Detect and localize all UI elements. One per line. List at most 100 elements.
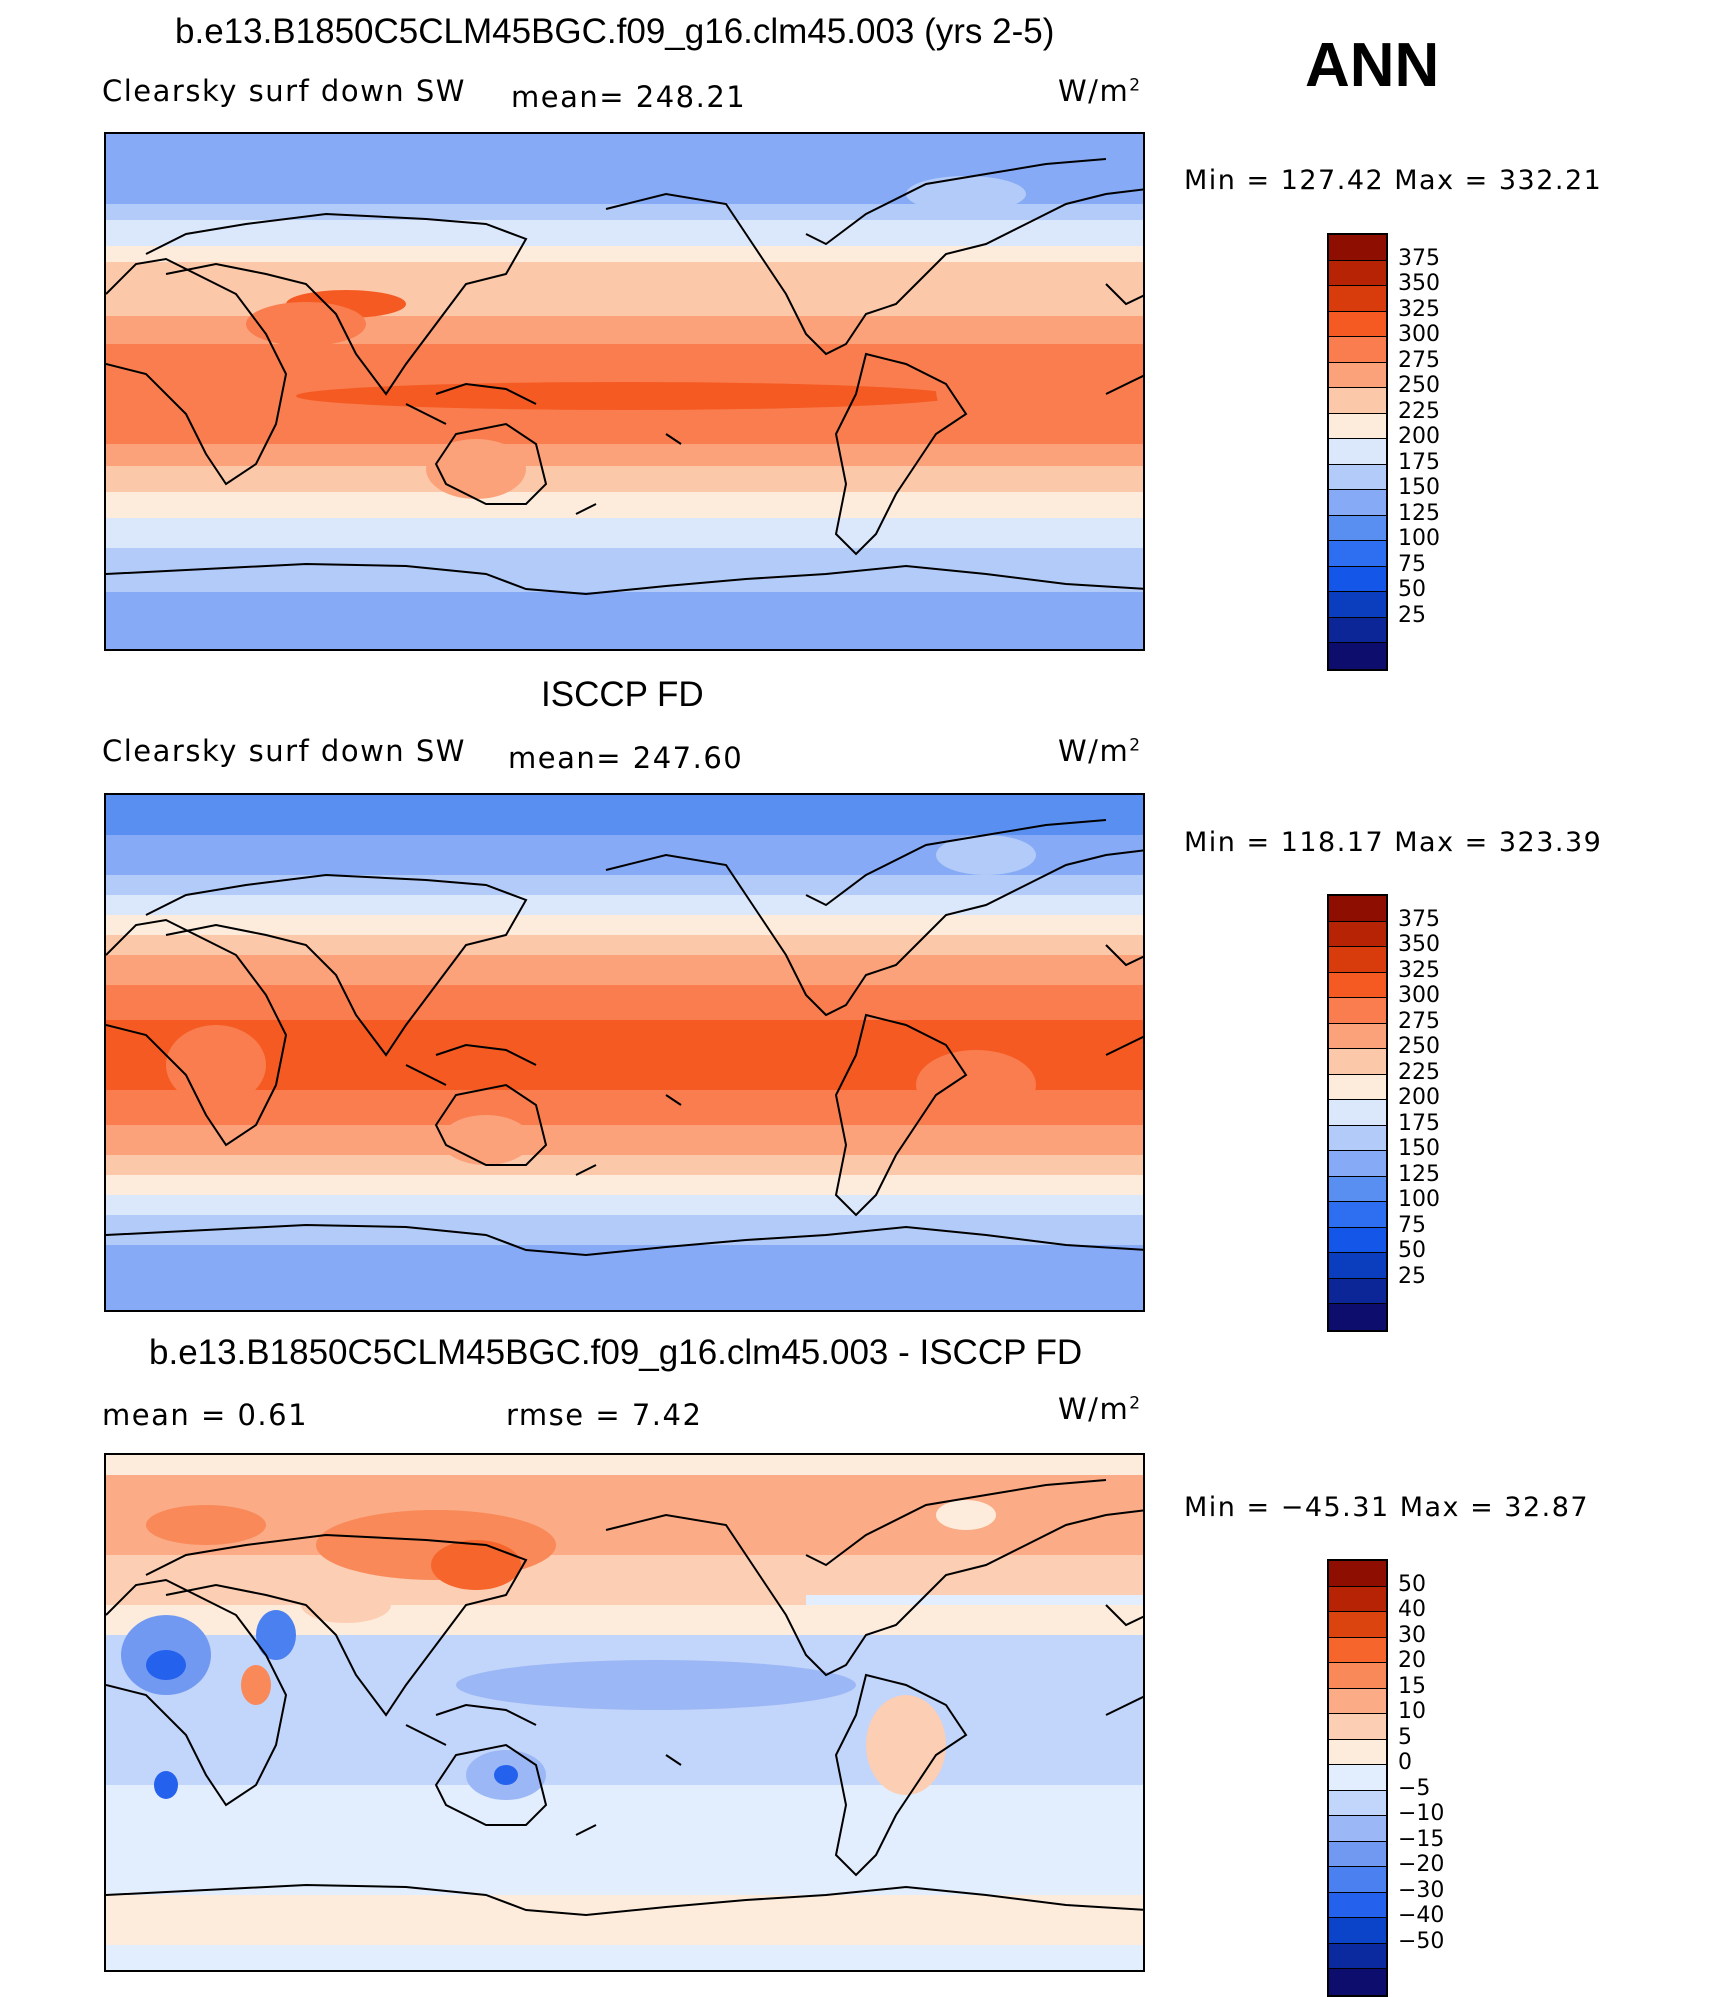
mid-map [104, 793, 1145, 1312]
bot-colorbar-tick-label: 10 [1398, 1699, 1426, 1724]
season-label: ANN [1305, 31, 1440, 100]
bot-colorbar-swatch [1329, 1969, 1386, 1995]
bot-colorbar-tick-label: −50 [1398, 1928, 1445, 1954]
top-colorbar-tick-label: 325 [1398, 296, 1440, 322]
mid-colorbar-swatch [1329, 947, 1386, 973]
mid-mean-label: mean= 247.60 [508, 741, 744, 775]
mid-colorbar [1327, 894, 1388, 1332]
mid-colorbar-tick-label: 150 [1398, 1136, 1440, 1161]
top-minmax: Min = 127.42 Max = 332.21 [1184, 165, 1603, 196]
mid-colorbar-swatch [1329, 896, 1386, 922]
mid-colorbar-swatch [1329, 972, 1386, 998]
bot-colorbar-swatch [1329, 1892, 1386, 1918]
mid-colorbar-swatch [1329, 1151, 1386, 1177]
bot-colorbar-swatch [1329, 1790, 1386, 1816]
bot-colorbar-swatch [1329, 1612, 1386, 1638]
top-colorbar-swatch [1329, 490, 1386, 516]
mid-panel-title: ISCCP FD [541, 675, 704, 714]
mid-colorbar-swatch [1329, 1202, 1386, 1228]
top-colorbar-tick-label: 175 [1398, 449, 1440, 475]
mid-map-field [106, 795, 1143, 1310]
bot-colorbar-swatch [1329, 1943, 1386, 1969]
top-colorbar-tick-label: 225 [1398, 398, 1440, 424]
top-colorbar-tick-label: 200 [1398, 424, 1440, 449]
bot-colorbar-swatch [1329, 1841, 1386, 1867]
top-colorbar-swatch [1329, 413, 1386, 439]
top-colorbar-tick-label: 100 [1398, 526, 1440, 551]
bot-colorbar-tick-label: 40 [1398, 1597, 1426, 1622]
mid-colorbar-swatch [1329, 1253, 1386, 1279]
mid-colorbar-swatch [1329, 1227, 1386, 1253]
bot-colorbar-tick-label: 15 [1398, 1673, 1426, 1699]
mid-colorbar-tick-label: 100 [1398, 1187, 1440, 1212]
mid-colorbar-tick-label: 250 [1398, 1034, 1440, 1059]
bot-colorbar-tick-label: −5 [1398, 1775, 1431, 1801]
mid-colorbar-tick-label: 50 [1398, 1238, 1426, 1263]
top-map-field [106, 134, 1143, 649]
bot-colorbar-tick-label: −20 [1398, 1852, 1445, 1877]
bot-colorbar [1327, 1559, 1388, 1997]
top-map [104, 132, 1145, 651]
bot-colorbar-swatch [1329, 1586, 1386, 1612]
top-colorbar-tick-label: 25 [1398, 602, 1426, 628]
mid-colorbar-tick-label: 25 [1398, 1263, 1426, 1289]
bot-colorbar-swatch [1329, 1918, 1386, 1944]
top-colorbar-swatch [1329, 388, 1386, 414]
mid-colorbar-swatch [1329, 1304, 1386, 1330]
top-colorbar-swatch [1329, 464, 1386, 490]
top-variable-label: Clearsky surf down SW [102, 74, 466, 108]
bot-colorbar-tick-label: 0 [1398, 1750, 1412, 1775]
top-colorbar-swatch [1329, 362, 1386, 388]
bot-minmax: Min = −45.31 Max = 32.87 [1184, 1492, 1590, 1523]
mid-colorbar-swatch [1329, 998, 1386, 1024]
top-colorbar-tick-label: 350 [1398, 271, 1440, 296]
top-mean-label: mean= 248.21 [511, 80, 747, 114]
mid-colorbar-tick-label: 225 [1398, 1059, 1440, 1085]
mid-minmax: Min = 118.17 Max = 323.39 [1184, 827, 1603, 858]
bot-panel-title: b.e13.B1850C5CLM45BGC.f09_g16.clm45.003 … [149, 1333, 1083, 1372]
top-colorbar-swatch [1329, 311, 1386, 337]
bot-colorbar-tick-label: 20 [1398, 1648, 1426, 1673]
top-colorbar-tick-label: 275 [1398, 347, 1440, 373]
mid-colorbar-tick-label: 200 [1398, 1085, 1440, 1110]
bot-colorbar-tick-label: 50 [1398, 1571, 1426, 1597]
bot-colorbar-swatch [1329, 1867, 1386, 1893]
top-colorbar-swatch [1329, 617, 1386, 643]
mid-colorbar-tick-label: 325 [1398, 957, 1440, 983]
top-colorbar-swatch [1329, 643, 1386, 669]
top-colorbar-tick-label: 375 [1398, 245, 1440, 271]
mid-colorbar-tick-label: 350 [1398, 932, 1440, 957]
top-colorbar-tick-label: 250 [1398, 373, 1440, 398]
top-colorbar-tick-label: 300 [1398, 322, 1440, 347]
mid-colorbar-swatch [1329, 1023, 1386, 1049]
top-units-label: W/m2 [1058, 74, 1142, 108]
mid-colorbar-tick-label: 175 [1398, 1110, 1440, 1136]
top-colorbar-swatch [1329, 592, 1386, 618]
mid-colorbar-swatch [1329, 921, 1386, 947]
top-panel-title: b.e13.B1850C5CLM45BGC.f09_g16.clm45.003 … [175, 12, 1055, 51]
top-colorbar [1327, 233, 1388, 671]
top-colorbar-swatch [1329, 235, 1386, 261]
bot-colorbar-swatch [1329, 1816, 1386, 1842]
top-colorbar-tick-label: 50 [1398, 577, 1426, 602]
mid-units-label: W/m2 [1058, 734, 1142, 768]
mid-colorbar-tick-label: 75 [1398, 1212, 1426, 1238]
mid-colorbar-swatch [1329, 1100, 1386, 1126]
bot-colorbar-swatch [1329, 1637, 1386, 1663]
top-colorbar-swatch [1329, 541, 1386, 567]
top-colorbar-tick-label: 150 [1398, 475, 1440, 500]
mid-variable-label: Clearsky surf down SW [102, 734, 466, 768]
mid-colorbar-tick-label: 275 [1398, 1008, 1440, 1034]
top-colorbar-tick-label: 75 [1398, 551, 1426, 577]
bot-map [104, 1453, 1145, 1972]
bot-rmse-label: rmse = 7.42 [506, 1398, 703, 1432]
mid-colorbar-swatch [1329, 1176, 1386, 1202]
bot-colorbar-swatch [1329, 1714, 1386, 1740]
bot-colorbar-tick-label: −40 [1398, 1903, 1445, 1928]
mid-colorbar-swatch [1329, 1125, 1386, 1151]
bot-colorbar-swatch [1329, 1688, 1386, 1714]
mid-colorbar-tick-label: 375 [1398, 906, 1440, 932]
bot-colorbar-tick-label: −15 [1398, 1826, 1445, 1852]
top-colorbar-swatch [1329, 566, 1386, 592]
bot-colorbar-tick-label: −30 [1398, 1877, 1445, 1903]
